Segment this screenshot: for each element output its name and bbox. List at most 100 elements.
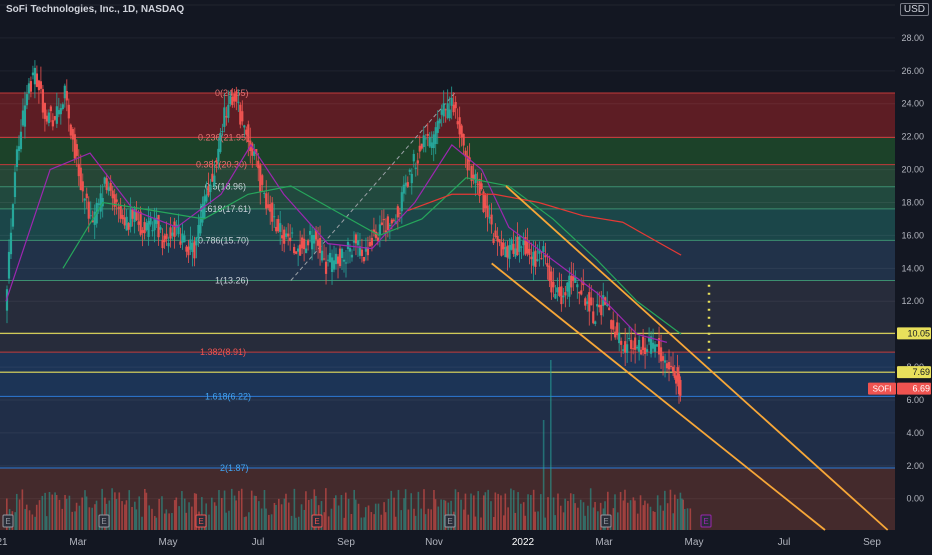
volume-bar	[213, 502, 216, 530]
earnings-marker-label: E	[447, 517, 452, 526]
candle-body	[612, 320, 615, 330]
candle-body	[667, 362, 671, 370]
candle-body	[422, 135, 425, 148]
volume-bar	[128, 490, 131, 530]
volume-bar	[64, 494, 66, 530]
candle-body	[123, 217, 126, 226]
volume-bar	[188, 502, 190, 530]
candle-body	[464, 150, 467, 157]
volume-bar	[44, 492, 46, 530]
volume-bar	[161, 496, 163, 530]
volume-bar	[24, 509, 26, 530]
candle-body	[173, 221, 176, 237]
volume-bar	[662, 510, 665, 530]
x-tick-label: Mar	[595, 537, 613, 548]
candle-body	[645, 349, 649, 352]
volume-bar	[672, 513, 675, 530]
volume-bar	[124, 504, 126, 530]
candle-body	[209, 184, 212, 193]
candle-body	[552, 281, 555, 288]
volume-bar	[390, 490, 393, 530]
candle-body	[324, 261, 328, 274]
candle-body	[440, 109, 443, 115]
volume-bar	[552, 497, 555, 530]
volume-bar	[681, 498, 683, 530]
volume-bar	[131, 506, 133, 530]
candle-body	[384, 230, 387, 233]
candle-body	[273, 216, 276, 218]
volume-bar	[15, 493, 18, 530]
candle-body	[135, 211, 138, 221]
x-tick-label: Sep	[337, 537, 355, 548]
candle-body	[57, 110, 60, 115]
candle-body	[177, 224, 180, 235]
volume-bar	[305, 491, 307, 530]
volume-bar	[323, 512, 326, 530]
candle-body	[616, 322, 619, 336]
candle-body	[291, 232, 294, 234]
candle-body	[576, 284, 579, 288]
candle-body	[171, 232, 174, 236]
candle-body	[554, 293, 557, 299]
candle-body	[542, 246, 545, 252]
candle-body	[121, 214, 124, 220]
volume-bar	[393, 497, 395, 530]
candle-body	[378, 224, 381, 236]
candle-body	[366, 247, 370, 256]
candle-body	[81, 181, 84, 192]
candle-body	[502, 242, 505, 250]
volume-bar	[434, 499, 437, 530]
fib-zone	[0, 396, 895, 468]
candle-body	[386, 216, 389, 231]
candle-body	[630, 339, 633, 349]
candle-body	[105, 178, 108, 190]
volume-bar	[165, 509, 168, 530]
candle-body	[217, 148, 220, 162]
candle-body	[514, 248, 517, 257]
candle-body	[350, 254, 354, 258]
volume-bar	[500, 495, 502, 530]
volume-bar	[686, 508, 689, 530]
candle-body	[79, 167, 82, 191]
candle-body	[418, 145, 421, 152]
fib-label: 1.382(8.91)	[200, 347, 246, 357]
fib-label: 0.618(17.61)	[200, 204, 251, 214]
volume-bar	[639, 495, 642, 530]
volume-bar	[592, 507, 595, 530]
volume-bar	[350, 513, 353, 530]
fib-zone	[0, 186, 895, 209]
candle-body	[536, 259, 539, 262]
candle-body	[466, 155, 469, 171]
candle-body	[107, 187, 110, 192]
candle-body	[642, 336, 645, 351]
volume-bar	[118, 492, 121, 530]
volume-bar	[225, 512, 227, 530]
candle-body	[570, 275, 573, 288]
volume-bar	[437, 506, 440, 530]
volume-bar	[215, 505, 217, 530]
candle-body	[115, 199, 118, 202]
x-tick-label: Mar	[69, 537, 87, 548]
currency-badge[interactable]: USD	[899, 3, 929, 16]
candle-body	[63, 85, 66, 99]
candle-body	[608, 307, 611, 311]
volume-bar	[327, 516, 330, 530]
volume-bar	[490, 501, 492, 530]
candle-body	[109, 183, 112, 191]
candle-body	[201, 203, 204, 223]
candle-body	[53, 116, 56, 120]
candle-body	[490, 214, 493, 225]
candle-body	[364, 247, 368, 252]
candle-body	[640, 349, 643, 355]
candle-body	[412, 153, 415, 162]
candle-body	[434, 127, 437, 145]
volume-bar	[542, 420, 545, 530]
x-tick-label: 21	[0, 537, 8, 548]
volume-bar	[58, 499, 61, 530]
candle-body	[316, 239, 320, 246]
candle-body	[602, 295, 605, 306]
volume-bar	[417, 491, 420, 530]
volume-bar	[153, 516, 156, 530]
